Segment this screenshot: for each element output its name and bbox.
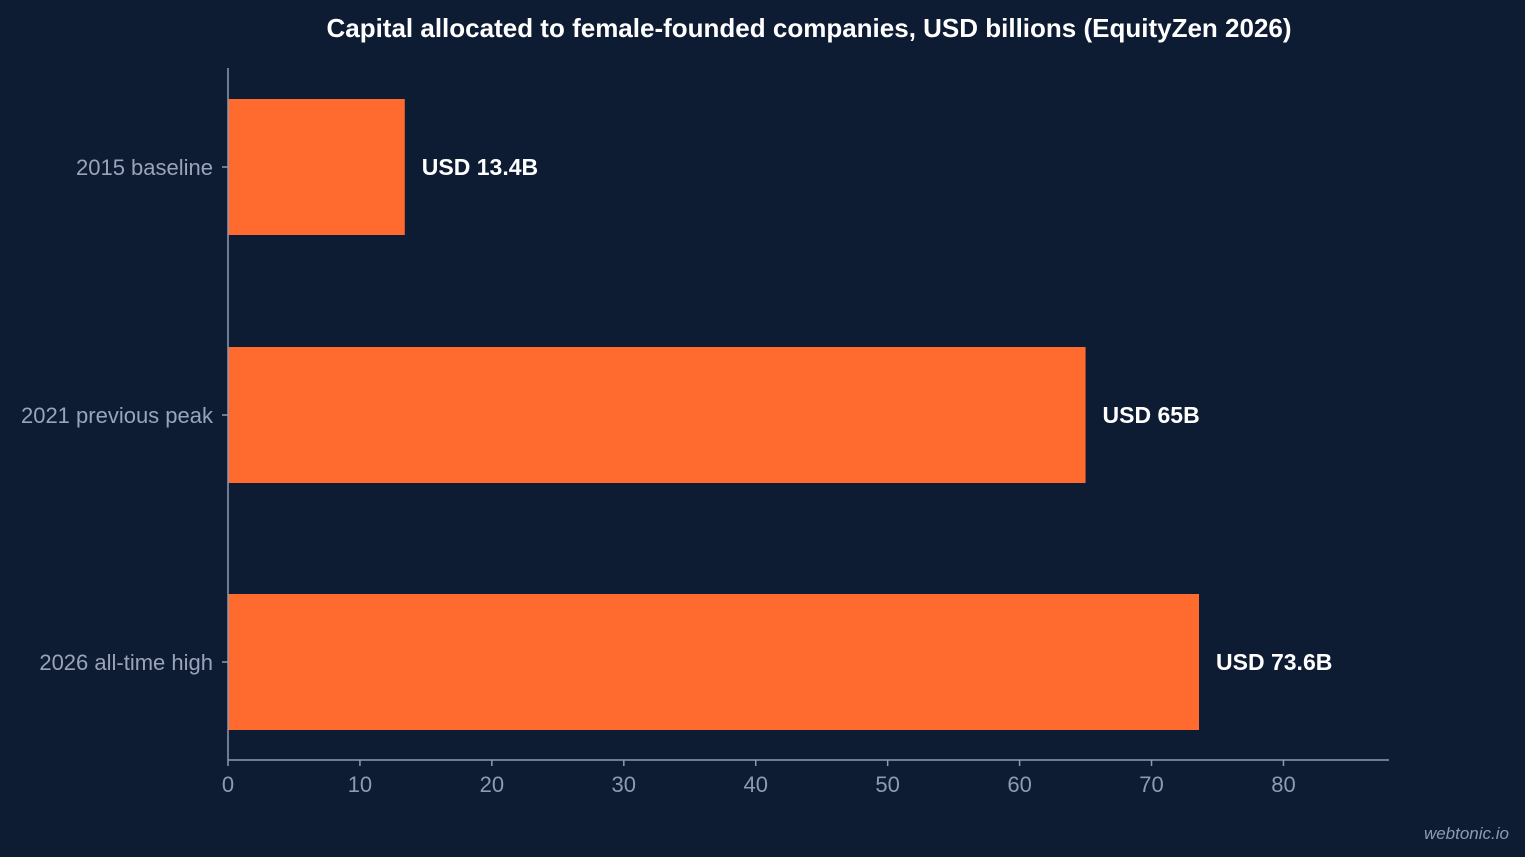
labels-layer: USD 13.4B USD 65B USD 73.6B (422, 154, 1333, 675)
x-tick-label-1: 10 (348, 772, 372, 797)
x-tick-label-5: 50 (875, 772, 899, 797)
bar-2 (228, 594, 1200, 730)
category-label-0: 2015 baseline (76, 155, 213, 180)
data-label-2: USD 73.6B (1216, 649, 1332, 675)
x-tick-label-6: 60 (1007, 772, 1031, 797)
category-label-2: 2026 all-time high (39, 650, 213, 675)
x-tick-label-7: 70 (1139, 772, 1163, 797)
bars-layer (228, 99, 1200, 730)
x-tick-label-3: 30 (612, 772, 636, 797)
x-tick-label-8: 80 (1271, 772, 1295, 797)
bar-0 (228, 99, 405, 235)
data-label-0: USD 13.4B (422, 154, 538, 180)
chart-title: Capital allocated to female-founded comp… (326, 13, 1291, 43)
x-tick-label-2: 20 (480, 772, 504, 797)
axes-layer: 2015 baseline 2021 previous peak 2026 all-… (21, 68, 1389, 797)
watermark: webtonic.io (1424, 824, 1509, 843)
x-tick-label-0: 0 (222, 772, 234, 797)
category-label-1: 2021 previous peak (21, 403, 214, 428)
x-tick-label-4: 40 (743, 772, 767, 797)
bar-1 (228, 347, 1086, 483)
data-label-1: USD 65B (1103, 402, 1200, 428)
